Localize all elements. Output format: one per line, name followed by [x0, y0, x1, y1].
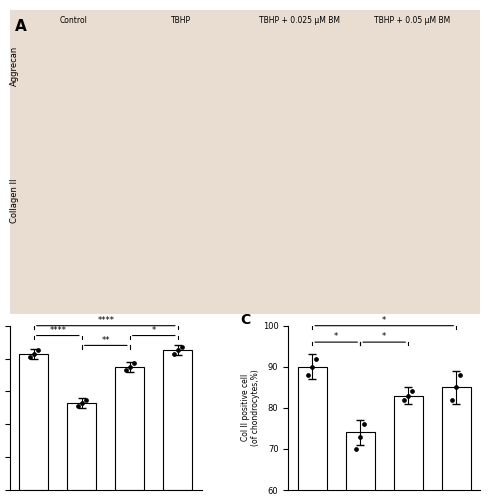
Bar: [116, 367, 144, 490]
Point: [126, 363, 134, 371]
Point: [26, 353, 34, 361]
Text: TBHP + 0.05 μM BM: TBHP + 0.05 μM BM: [374, 16, 450, 25]
Point: [122, 366, 130, 374]
Text: C: C: [240, 312, 250, 326]
Text: Aggrecan: Aggrecan: [10, 46, 19, 86]
Point: [82, 396, 90, 404]
Bar: [442, 388, 470, 500]
Text: *: *: [382, 316, 386, 325]
Point: [178, 343, 186, 351]
Text: A: A: [15, 19, 26, 34]
Point: [34, 346, 42, 354]
Text: **: **: [101, 336, 110, 344]
Text: ****: ****: [98, 316, 114, 325]
Text: Collagen II: Collagen II: [10, 178, 19, 223]
Text: Control: Control: [59, 16, 87, 25]
Y-axis label: Col II positive cell
(of chondrocytes,%): Col II positive cell (of chondrocytes,%): [241, 370, 260, 446]
Bar: [394, 396, 422, 500]
Bar: [346, 432, 374, 500]
Point: [356, 432, 364, 440]
Point: [30, 350, 38, 358]
Point: [130, 360, 138, 368]
Point: [360, 420, 368, 428]
Point: [78, 399, 86, 407]
Text: TBHP + 0.025 μM BM: TBHP + 0.025 μM BM: [259, 16, 340, 25]
Bar: [298, 367, 327, 500]
Text: *: *: [382, 332, 386, 342]
Point: [404, 392, 412, 400]
Bar: [20, 354, 48, 490]
Point: [456, 371, 464, 379]
Point: [304, 371, 312, 379]
Bar: [163, 350, 192, 490]
Point: [408, 388, 416, 396]
Point: [452, 384, 460, 392]
Point: [448, 396, 456, 404]
Text: *: *: [334, 332, 338, 342]
Text: ****: ****: [49, 326, 66, 334]
Point: [170, 350, 178, 358]
Text: *: *: [152, 326, 156, 334]
Bar: [68, 403, 96, 490]
Point: [400, 396, 408, 404]
Point: [352, 445, 360, 453]
Point: [308, 363, 316, 371]
FancyBboxPatch shape: [10, 10, 480, 314]
Point: [74, 402, 82, 410]
Point: [312, 354, 320, 362]
Text: TBHP: TBHP: [172, 16, 192, 25]
Point: [174, 346, 182, 354]
